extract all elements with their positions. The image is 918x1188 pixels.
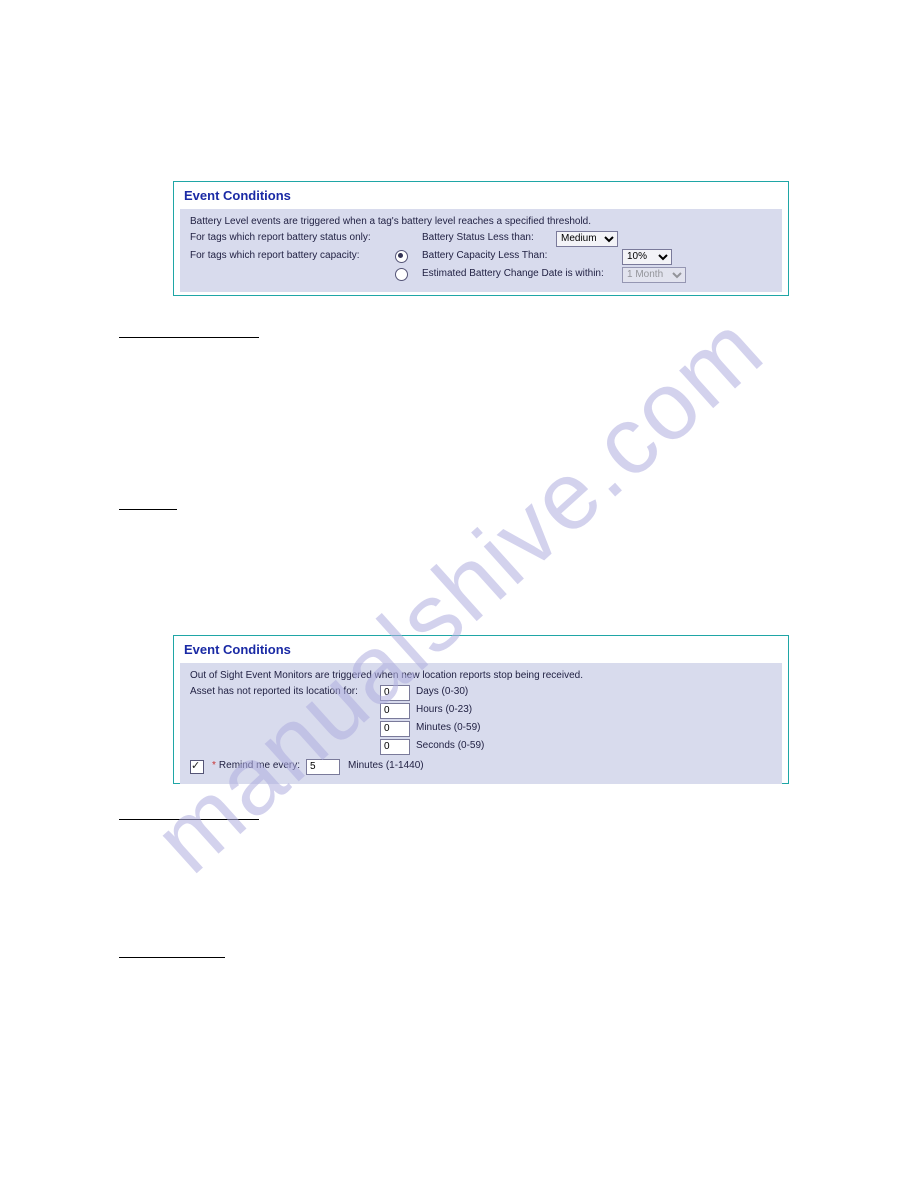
- panel-outofsight-conditions: Event Conditions Out of Sight Event Moni…: [173, 635, 789, 784]
- seconds-label: Seconds (0-59): [416, 739, 484, 754]
- days-label: Days (0-30): [416, 685, 468, 700]
- reminder-value-input[interactable]: [306, 759, 340, 775]
- reminder-checkbox[interactable]: [190, 760, 204, 774]
- battery-status-select[interactable]: Medium: [556, 231, 618, 247]
- duration-row: Seconds (0-59): [190, 738, 772, 756]
- panel-title: Event Conditions: [174, 636, 788, 659]
- capacity-radio-b-wrap: [386, 268, 422, 281]
- change-date-select[interactable]: 1 Month: [622, 267, 686, 283]
- status-only-label: For tags which report battery status onl…: [190, 231, 386, 246]
- page-root: manualshive.com Event Conditions Battery…: [0, 0, 918, 1188]
- change-date-label: Estimated Battery Change Date is within:: [422, 267, 622, 282]
- capacity-radio-less-than[interactable]: [395, 250, 408, 263]
- duration-row: Hours (0-23): [190, 702, 772, 720]
- status-less-than-label: Battery Status Less than:: [422, 231, 556, 246]
- panel-battery-conditions: Event Conditions Battery Level events ar…: [173, 181, 789, 296]
- hours-label: Hours (0-23): [416, 703, 472, 718]
- hours-input[interactable]: [380, 703, 410, 719]
- section-underline: [119, 957, 225, 958]
- reminder-label: Remind me every:: [219, 759, 300, 774]
- battery-status-row: For tags which report battery status onl…: [190, 230, 772, 248]
- battery-change-date-row: Estimated Battery Change Date is within:…: [190, 266, 772, 284]
- capacity-percent-select[interactable]: 10%: [622, 249, 672, 265]
- duration-row: Asset has not reported its location for:…: [190, 684, 772, 702]
- panel-description: Battery Level events are triggered when …: [190, 215, 772, 230]
- section-underline: [119, 337, 259, 338]
- panel-description: Out of Sight Event Monitors are triggere…: [190, 669, 772, 684]
- duration-row: Minutes (0-59): [190, 720, 772, 738]
- section-underline: [119, 819, 259, 820]
- panel-title: Event Conditions: [174, 182, 788, 205]
- required-asterisk: *: [212, 759, 216, 774]
- capacity-radio-change-date[interactable]: [395, 268, 408, 281]
- panel-body: Out of Sight Event Monitors are triggere…: [180, 663, 782, 784]
- reminder-unit-label: Minutes (1-1440): [348, 759, 424, 774]
- battery-capacity-row: For tags which report battery capacity: …: [190, 248, 772, 266]
- section-underline: [119, 509, 177, 510]
- watermark-text: manualshive.com: [133, 293, 784, 895]
- capacity-label: For tags which report battery capacity:: [190, 249, 386, 264]
- days-input[interactable]: [380, 685, 410, 701]
- minutes-label: Minutes (0-59): [416, 721, 480, 736]
- minutes-input[interactable]: [380, 721, 410, 737]
- capacity-less-than-label: Battery Capacity Less Than:: [422, 249, 622, 264]
- panel-body: Battery Level events are triggered when …: [180, 209, 782, 292]
- reminder-row: * Remind me every: Minutes (1-1440): [190, 756, 772, 776]
- seconds-input[interactable]: [380, 739, 410, 755]
- asset-not-reported-label: Asset has not reported its location for:: [190, 685, 376, 700]
- capacity-radio-a-wrap: [386, 250, 422, 263]
